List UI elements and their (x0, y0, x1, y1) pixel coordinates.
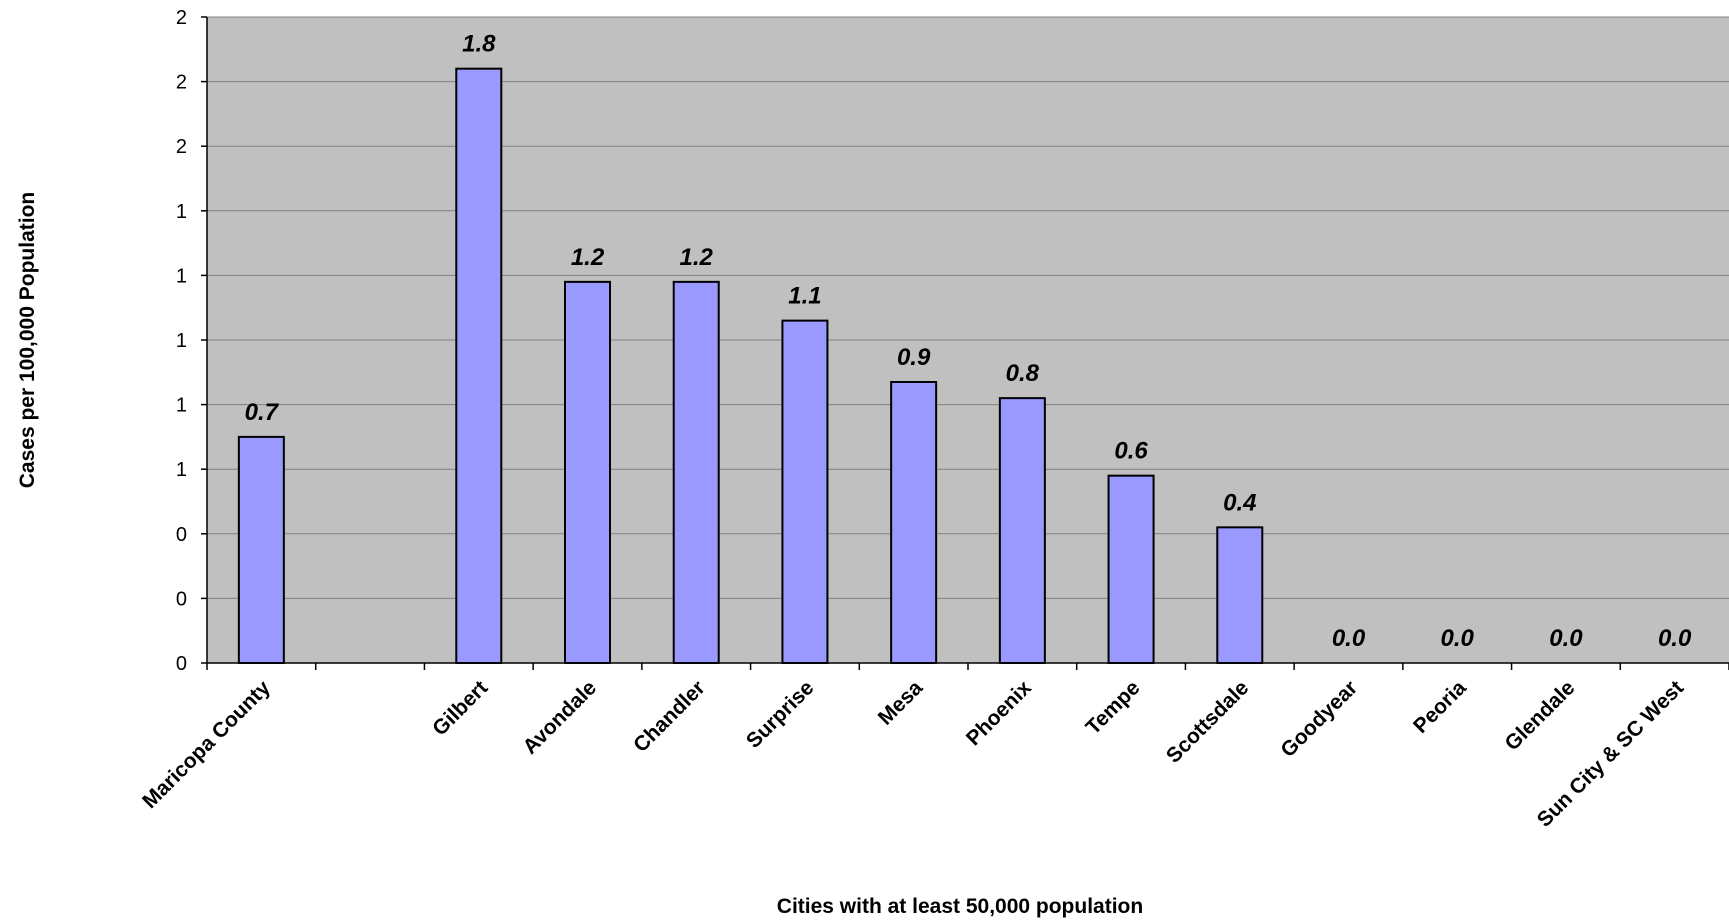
y-tick-label: 0 (176, 653, 187, 675)
x-category-label: Gilbert (428, 676, 492, 740)
x-category-label: Mesa (874, 676, 928, 730)
data-label: 0.4 (1223, 489, 1256, 516)
data-label: 0.6 (1114, 438, 1148, 465)
x-category-label: Chandler (629, 676, 710, 757)
x-category-label: Tempe (1082, 676, 1145, 739)
x-category-label: Maricopa County (138, 676, 275, 813)
bar (564, 280, 611, 664)
x-axis-title: Cities with at least 50,000 population (777, 895, 1143, 918)
x-category-label: Avondale (518, 676, 601, 759)
bar (781, 319, 829, 664)
x-category-label: Goodyear (1276, 676, 1362, 762)
bar (1216, 526, 1264, 665)
data-label: 0.7 (245, 399, 280, 426)
data-label: 1.2 (680, 244, 714, 271)
y-axis: 0 0 0 1 1 1 1 1 2 2 2 (176, 7, 208, 675)
x-category-label: Phoenix (962, 676, 1036, 750)
x-category-label: Scottsdale (1162, 676, 1253, 767)
bar (455, 67, 503, 665)
data-label: 0.9 (897, 344, 931, 371)
x-category-label: Glendale (1500, 676, 1579, 755)
y-tick-label: 1 (176, 265, 187, 287)
x-category-label: Peoria (1409, 676, 1471, 738)
y-tick-label: 2 (176, 7, 187, 29)
bar (672, 280, 720, 664)
bars (237, 67, 1264, 665)
data-label: 1.2 (571, 244, 605, 271)
data-label: 0.0 (1332, 625, 1366, 652)
y-tick-label: 1 (176, 201, 187, 223)
y-axis-title: Cases per 100,000 Population (16, 192, 39, 488)
bar (890, 380, 938, 664)
bar (998, 397, 1046, 664)
y-tick-label: 2 (176, 136, 187, 158)
y-tick-label: 0 (176, 524, 187, 546)
y-tick-label: 0 (176, 588, 187, 610)
data-label: 0.8 (1006, 360, 1040, 387)
bar (1107, 474, 1155, 664)
data-labels: 0.7 1.8 1.2 1.2 1.1 0.9 0.8 0.6 0.4 0.0 0.0 0.0 0.0 (245, 31, 1692, 652)
bar (237, 435, 285, 664)
y-tick-label: 1 (176, 459, 187, 481)
y-tick-label: 2 (176, 72, 187, 94)
x-category-label: Surprise (742, 676, 819, 753)
x-axis: Maricopa County Gilbert Avondale Chandler Su… (138, 662, 1729, 832)
y-tick-label: 1 (176, 395, 187, 417)
data-label: 0.0 (1549, 625, 1583, 652)
data-label: 0.0 (1441, 625, 1475, 652)
y-tick-label: 1 (176, 330, 187, 352)
data-label: 1.8 (462, 31, 496, 58)
data-label: 0.0 (1658, 625, 1692, 652)
data-label: 1.1 (788, 283, 821, 310)
